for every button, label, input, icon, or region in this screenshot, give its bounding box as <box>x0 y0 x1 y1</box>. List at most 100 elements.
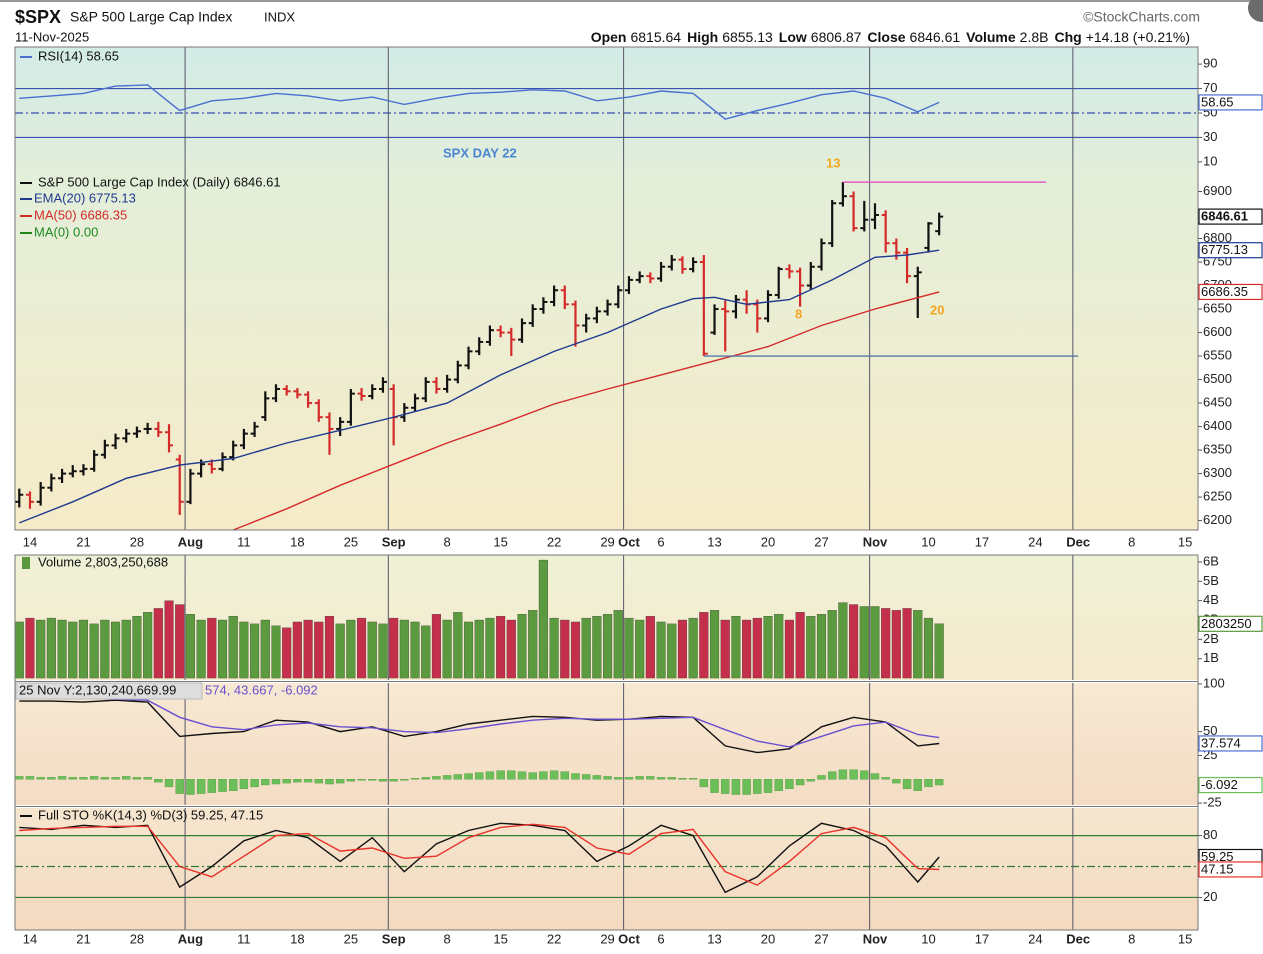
legend-entry: MA(50) 6686.35 <box>34 207 127 222</box>
histogram-bar <box>314 779 323 784</box>
histogram-bar <box>849 769 858 780</box>
volume-bar <box>528 610 538 679</box>
grid-layer <box>15 47 1202 930</box>
x-tick-label: 27 <box>814 534 828 549</box>
histogram-bar <box>132 777 142 780</box>
value-box-label: -6.092 <box>1201 777 1238 792</box>
panel-title: RSI(14) 58.65 <box>38 48 119 63</box>
histogram-bar <box>335 779 345 784</box>
histogram-bar <box>721 779 730 794</box>
histogram-bar <box>581 774 591 780</box>
quote-value: 6815.64 <box>630 29 681 45</box>
legend-entry: EMA(20) 6775.13 <box>34 190 136 205</box>
y-tick-label: 6350 <box>1203 442 1232 457</box>
histogram-bar <box>453 774 463 780</box>
quote-label: Close <box>867 29 905 45</box>
volume-bar <box>431 614 441 679</box>
x-tick-label: Dec <box>1066 931 1090 946</box>
histogram-bar <box>400 779 409 781</box>
histogram-bar <box>485 771 495 780</box>
y-tick-label: 6B <box>1203 553 1219 568</box>
volume-bar <box>731 615 741 679</box>
volume-bar <box>421 625 431 679</box>
x-tick-label: 17 <box>975 534 989 549</box>
histogram-bar <box>838 769 848 780</box>
quote-value: +14.18 (+0.21%) <box>1086 29 1190 45</box>
series-line <box>232 291 940 531</box>
x-tick-label: Sep <box>382 534 406 549</box>
volume-bar <box>881 608 891 679</box>
histogram-bar <box>934 779 944 786</box>
x-tick-label: 20 <box>761 931 775 946</box>
panel-title: Full STO %K(14,3) %D(3) 59.25, 47.15 <box>38 807 263 822</box>
label-layer: 9070503010620062506300635064006450650065… <box>15 48 1263 946</box>
annotation: SPX DAY 22 <box>443 145 517 160</box>
value-box-label: 47.15 <box>1201 861 1234 876</box>
quote-label: Chg <box>1054 29 1081 45</box>
histogram-bar <box>143 777 152 780</box>
x-tick-label: 17 <box>975 931 989 946</box>
series-line <box>19 694 940 748</box>
annotation: 8 <box>795 306 802 321</box>
x-tick-label: 8 <box>444 931 451 946</box>
y-tick-label: 70 <box>1203 80 1217 95</box>
histogram-bar <box>25 776 35 780</box>
histogram-bar <box>913 779 922 791</box>
y-tick-label: 20 <box>1203 889 1217 904</box>
histogram-bar <box>731 779 741 795</box>
series-line <box>19 249 940 524</box>
volume-bar <box>613 610 623 679</box>
frame <box>14 46 1199 531</box>
volume-bar <box>688 617 698 679</box>
volume-bar <box>656 621 666 679</box>
histogram-bar <box>860 770 869 780</box>
mark-layer <box>14 84 1079 894</box>
volume-bar <box>153 608 163 679</box>
volume-bar <box>891 610 901 679</box>
y-tick-label: 50 <box>1203 723 1217 738</box>
histogram-bar <box>432 776 441 780</box>
x-tick-label: 15 <box>493 931 507 946</box>
histogram-bar <box>560 771 569 780</box>
histogram-bar <box>57 776 67 780</box>
histogram-bar <box>36 777 45 780</box>
volume-bar <box>463 621 474 679</box>
y-tick-label: 6600 <box>1203 324 1232 339</box>
x-tick-label: 20 <box>761 534 775 549</box>
histogram-bar <box>710 779 719 793</box>
volume-bar <box>57 619 67 679</box>
tooltip-box <box>15 682 203 700</box>
histogram-bar <box>229 779 238 791</box>
volume-bar <box>164 600 174 679</box>
volume-bar <box>335 623 345 679</box>
value-box <box>1198 242 1263 259</box>
annotation: 20 <box>930 302 944 317</box>
volume-bar <box>677 619 687 679</box>
histogram-bar <box>100 777 110 780</box>
volume-bar <box>68 621 78 679</box>
volume-bar <box>806 615 816 679</box>
x-tick-label: 18 <box>290 931 304 946</box>
volume-bar <box>442 619 452 679</box>
histogram-bar <box>614 777 623 780</box>
histogram-bar <box>464 773 473 780</box>
volume-bar <box>752 617 762 679</box>
x-tick-label: 13 <box>707 534 721 549</box>
volume-bar <box>538 559 548 679</box>
x-tick-label: Aug <box>178 931 203 946</box>
series-line <box>19 823 940 886</box>
volume-bar <box>175 604 185 679</box>
histogram-bar <box>539 771 548 780</box>
volume-bar <box>624 617 634 679</box>
y-tick-label: 5B <box>1203 573 1219 588</box>
histogram-bar <box>603 776 612 780</box>
histogram-bar <box>175 779 184 794</box>
legend-swatch <box>22 557 30 569</box>
volume-bar <box>913 610 923 679</box>
x-tick-label: 10 <box>921 931 935 946</box>
volume-bar <box>774 614 784 679</box>
rsi-panel <box>15 47 1198 168</box>
y-tick-label: 6650 <box>1203 300 1232 315</box>
histogram-bar <box>389 779 398 782</box>
y-tick-label: 6450 <box>1203 395 1232 410</box>
